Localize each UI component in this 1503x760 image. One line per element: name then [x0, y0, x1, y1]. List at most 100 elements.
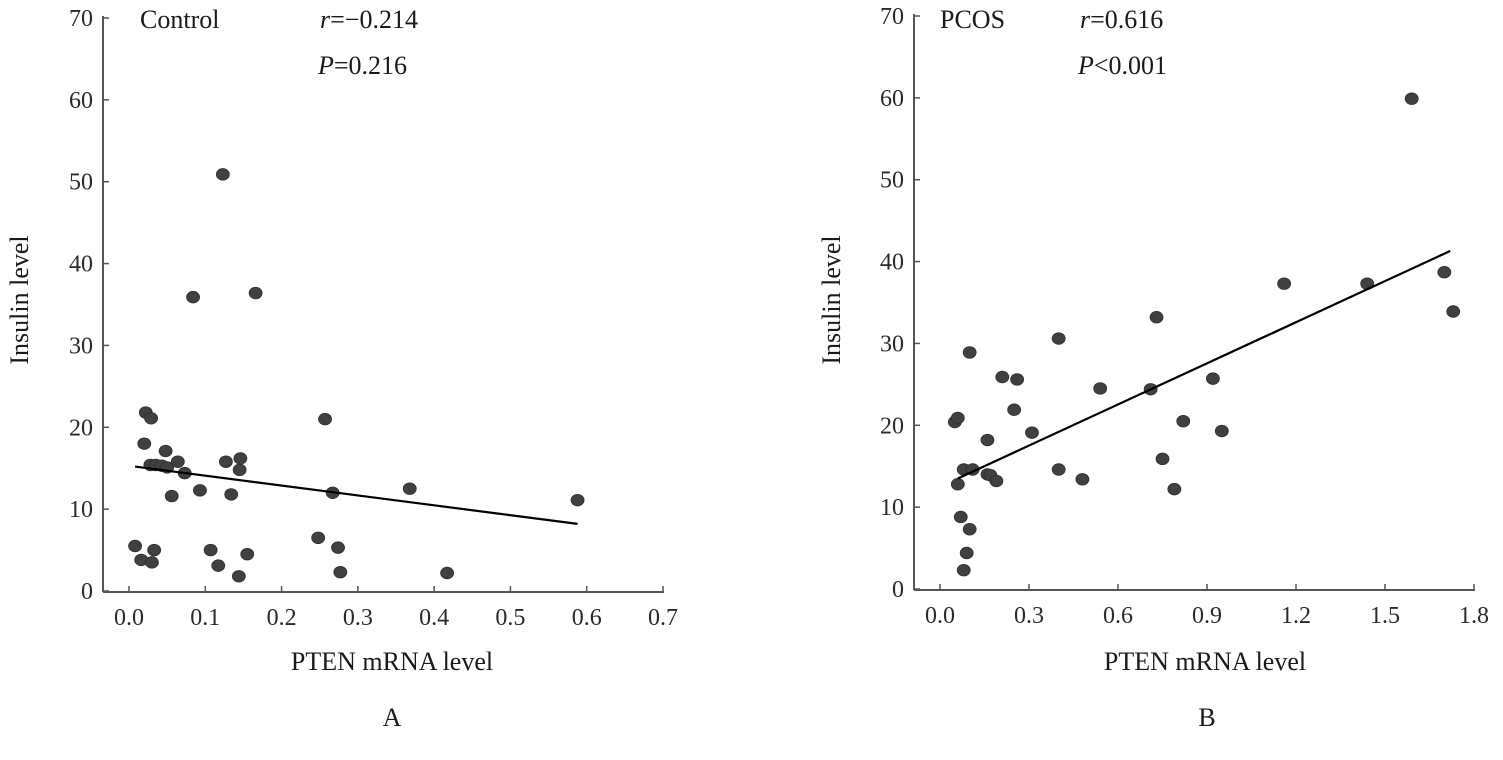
panel-b-letter: B	[1198, 703, 1215, 732]
panel-a-data-point	[137, 437, 152, 450]
panel-a-data-point	[218, 455, 233, 468]
panel-a-y-tick-label: 0	[81, 579, 93, 605]
panel-a-data-point	[211, 559, 226, 572]
panel-a-y-tick-label: 60	[69, 88, 93, 114]
panel-b-data-point	[980, 433, 995, 447]
panel-a-p-stat: P=0.216	[317, 51, 407, 80]
panel-a-letter: A	[383, 703, 402, 732]
panel-a-p-value: =0.216	[334, 51, 407, 80]
panel-b-r-value: =0.616	[1090, 5, 1163, 34]
panel-b-data-point	[950, 411, 965, 425]
panel-b-x-tick-label: 0.0	[925, 603, 955, 629]
panel-a-r-value: =−0.214	[330, 5, 418, 34]
panel-a-data-point	[402, 482, 417, 495]
panel-b-data-point	[1051, 332, 1066, 345]
panel-b-data-point	[1007, 403, 1022, 416]
panel-b-y-tick-label: 70	[880, 4, 904, 30]
panel-b-data-point	[1155, 452, 1170, 466]
panel-a-y-tick-label: 30	[69, 333, 93, 359]
panel-a-x-tick-label: 0.6	[572, 605, 602, 631]
panel-a-data-point	[186, 290, 200, 304]
panel-a-data-point	[147, 543, 162, 557]
panel-a-r-stat: r=−0.214	[320, 5, 418, 34]
panel-b: 0 10 20 30 40 50 60 70 0.0 0.3 0.6 0.9 1.2 1.5 1.8 PCO…	[817, 4, 1489, 732]
panel-a-data-point	[333, 565, 348, 579]
panel-b-x-tick-label: 1.5	[1370, 603, 1400, 629]
panel-b-data-point	[959, 546, 974, 560]
panel-b-data-point	[1277, 277, 1292, 290]
panel-a-x-tick-label: 0.2	[267, 605, 297, 631]
panel-a-data-point	[144, 556, 159, 569]
panel-b-p-symbol: P	[1077, 51, 1094, 80]
panel-b-y-tick-label: 0	[892, 577, 904, 603]
panel-b-data-point	[1206, 372, 1220, 385]
panel-a-data-point	[203, 543, 218, 557]
panel-b-data-point	[1010, 373, 1025, 386]
panel-a-x-tick-label: 0.7	[648, 605, 678, 631]
panel-a-data-point	[193, 484, 207, 497]
panel-b-data-point	[1093, 382, 1108, 395]
panel-a-x-tick-label: 0.0	[114, 605, 144, 631]
panel-a-data-point	[164, 489, 179, 503]
panel-b-r-stat: r=0.616	[1080, 5, 1163, 34]
panel-b-p-value: <0.001	[1094, 51, 1167, 80]
panel-a-y-tick-label: 50	[69, 170, 93, 196]
panel-a-data-point	[233, 452, 248, 465]
panel-a-r-symbol: r	[320, 5, 331, 34]
panel-a-regression-line	[134, 465, 578, 525]
panel-b-data-point	[950, 478, 965, 491]
panel-b-data-point	[953, 510, 968, 524]
panel-b-data-point	[962, 523, 977, 536]
panel-a-data-point	[158, 444, 173, 458]
panel-a-p-symbol: P	[317, 51, 334, 80]
panel-b-y-tick-label: 30	[880, 331, 904, 357]
panel-a-data-point	[215, 168, 230, 181]
panel-b-y-tick-label: 20	[880, 413, 904, 439]
panel-b-regression-line	[957, 249, 1451, 480]
panel-a-y-tick-label: 10	[69, 497, 93, 523]
panel-a-data-point	[248, 286, 263, 300]
panel-b-y-tick-label: 60	[880, 86, 904, 112]
panel-b-x-tick-label: 1.8	[1459, 603, 1489, 629]
panel-b-p-stat: P<0.001	[1077, 51, 1167, 80]
panel-a-data-point	[231, 570, 246, 583]
panel-b-data-point	[1214, 424, 1229, 438]
panel-b-data-point	[962, 346, 977, 359]
panel-a-data-point	[331, 541, 345, 554]
panel-b-y-tick-label: 10	[880, 495, 904, 521]
panel-a-data-point	[318, 412, 332, 426]
panel-a-x-axis-title: PTEN mRNA level	[291, 647, 493, 676]
panel-a-y-tick-label: 20	[69, 415, 93, 441]
panel-b-data-point	[1051, 463, 1066, 476]
panel-b-data-point	[1149, 311, 1164, 324]
panel-b-y-tick-label: 50	[880, 168, 904, 194]
panel-b-data-point	[1404, 92, 1419, 105]
panel-a-y-tick-label: 40	[69, 252, 93, 278]
panel-b-x-tick-label: 0.6	[1103, 603, 1133, 629]
panel-a-x-tick-label: 0.4	[419, 605, 449, 631]
panel-a-data-point	[224, 488, 239, 501]
panel-a-x-tick-label: 0.3	[343, 605, 373, 631]
panel-b-y-axis-title: Insulin level	[817, 235, 846, 364]
panel-a-data-point	[232, 463, 247, 477]
panel-b-data-point	[1446, 305, 1461, 318]
panel-b-x-tick-label: 0.9	[1192, 603, 1222, 629]
panel-b-data-point	[1167, 482, 1182, 496]
panel-a-data-point	[311, 531, 326, 544]
panel-a-y-axis-title: Insulin level	[5, 235, 34, 364]
panel-b-data-point	[1176, 414, 1191, 428]
panel-b-data-point	[989, 474, 1004, 488]
panel-a-y-tick-label: 70	[69, 6, 93, 32]
panel-b-group-label: PCOS	[940, 5, 1005, 34]
panel-a-data-point	[240, 547, 255, 561]
panel-a-data-point	[440, 566, 455, 580]
panel-b-x-tick-label: 1.2	[1281, 603, 1311, 629]
panel-b-data-point	[1025, 426, 1039, 439]
panel-a-x-tick-label: 0.5	[495, 605, 525, 631]
panel-b-data-point	[1075, 473, 1090, 486]
panel-a-data-point	[144, 412, 159, 425]
panel-b-x-tick-label: 0.3	[1014, 603, 1044, 629]
panel-b-r-symbol: r	[1080, 5, 1091, 34]
